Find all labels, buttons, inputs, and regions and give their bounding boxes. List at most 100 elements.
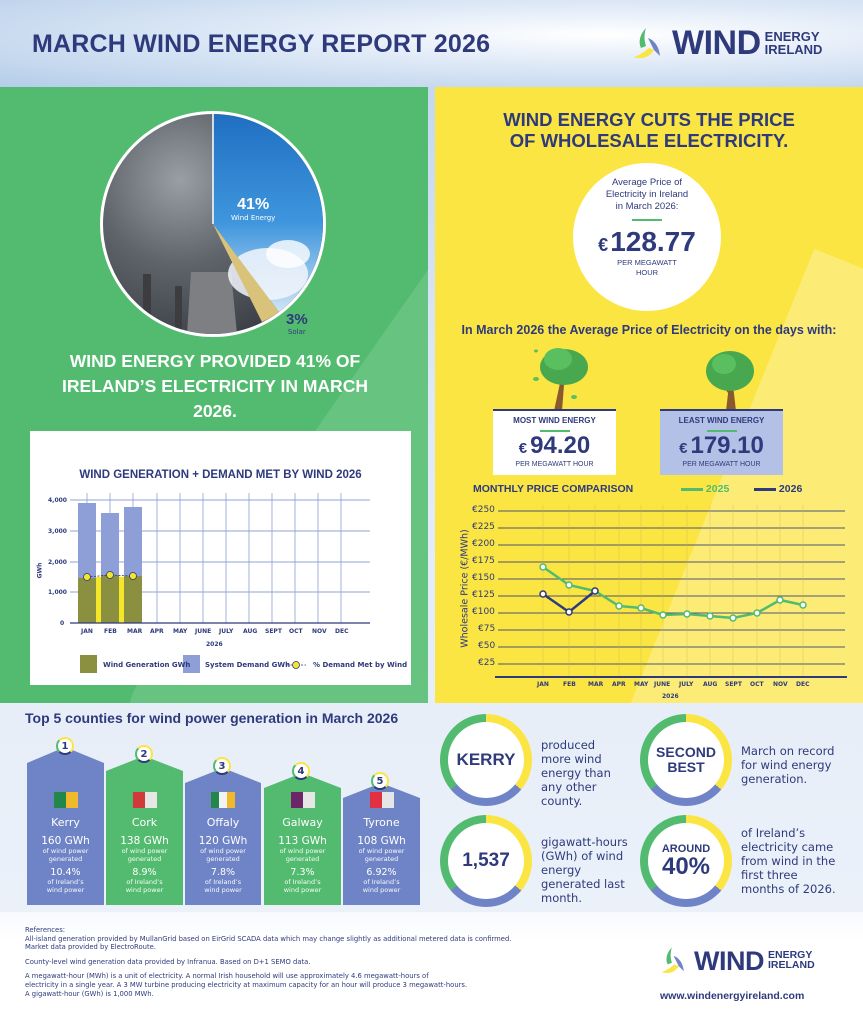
price-headline-line2: OF WHOLESALE ELECTRICITY. (509, 130, 789, 151)
least-wind-unit: PER MEGAWATT HOUR (682, 460, 761, 468)
price-y-tick: €100 (472, 607, 495, 617)
county-name: Tyrone (363, 816, 400, 829)
counties-title: Top 5 counties for wind power generation… (25, 710, 399, 726)
wind-energy-ireland-logo[interactable]: WIND ENERGY IRELAND (632, 24, 822, 63)
turbine-logo-icon (634, 27, 660, 58)
legend-2025-swatch (681, 487, 703, 491)
rank-badge-1: 1 (56, 737, 74, 755)
county-share-label: wind power (125, 886, 164, 894)
y-tick-3000: 3,000 (48, 528, 67, 535)
avg-unit-line2: HOUR (635, 268, 659, 277)
avg-label-line2: Electricity in Ireland (605, 189, 689, 200)
footer-logo[interactable]: WIND ENERGY IRELAND (660, 945, 815, 977)
fact-ring-second-best: SECOND BEST (640, 714, 732, 806)
county-share-label: of Ireland’s (284, 878, 321, 886)
x-tick: JAN (81, 628, 93, 635)
x-tick: OCT (289, 628, 303, 635)
county-columns (27, 747, 420, 905)
county-share: 6.92% (366, 867, 397, 878)
price-x-tick: FEB (563, 681, 576, 688)
solar-share-label: 3% Solar (286, 311, 308, 336)
wind-share-percent: 41% (237, 196, 270, 213)
rank-badge-5: 5 (371, 772, 389, 790)
fact-ring-text: KERRY (456, 750, 516, 769)
logo-subtitle: ENERGY IRELAND (764, 30, 823, 57)
divider (632, 219, 662, 221)
legend-2026-swatch (754, 487, 776, 491)
price-x-tick: NOV (773, 681, 788, 688)
least-wind-label: LEAST WIND ENERGY (678, 416, 765, 425)
county-card-galway: Galway 113 GWh of wind power generated 7… (264, 792, 341, 894)
county-share-label: wind power (283, 886, 322, 894)
price-chart-title: MONTHLY PRICE COMPARISON (473, 483, 634, 495)
x-tick: MAR (127, 628, 143, 635)
price-y-tick: €225 (472, 522, 495, 532)
x-tick: JULY (219, 628, 234, 635)
pie-segments (143, 114, 323, 334)
offaly-flag-icon (211, 792, 235, 808)
county-gen-label: of wind power (279, 847, 326, 855)
county-gen-label: generated (127, 855, 162, 863)
logo-wordmark: WIND (672, 24, 761, 62)
most-wind-price: €94.20 (493, 433, 616, 461)
legend-2026: 2026 (754, 483, 802, 495)
reference-line: Market data provided by ElectroRoute. (25, 943, 156, 952)
most-wind-unit: PER MEGAWATT HOUR (515, 460, 594, 468)
price-x-tick: JUNE (654, 681, 671, 688)
legend-2025: 2025 (681, 483, 729, 495)
windy-tree-icon (533, 348, 588, 411)
x-tick: APR (150, 628, 164, 635)
county-share: 7.3% (290, 867, 315, 878)
solar-share-caption: Solar (287, 328, 306, 336)
divider (539, 430, 570, 432)
fact-ring-text: 1,537 (462, 850, 510, 871)
county-share-label: of Ireland’s (47, 878, 84, 886)
county-share-label: wind power (204, 886, 242, 894)
county-card-offaly: Offaly 120 GWh of wind power generated 7… (185, 792, 261, 894)
website-link[interactable]: www.windenergyireland.com (660, 990, 805, 1002)
chart-title: WIND GENERATION + DEMAND MET BY WIND 202… (79, 469, 362, 481)
fact-ring-kerry: KERRY (440, 714, 532, 806)
fact-ring-around-40: AROUND 40% (640, 815, 732, 907)
legend-2025-label: 2025 (705, 483, 730, 495)
county-card-cork: Cork 138 GWh of wind power generated 8.9… (106, 792, 183, 894)
wind-share-caption: Wind Energy (231, 214, 276, 222)
county-gwh: 138 GWh (120, 835, 169, 847)
x-tick: MAY (173, 628, 188, 635)
average-price-value: €128.77 (573, 226, 721, 258)
header-banner (0, 0, 863, 87)
legend-2026-label: 2026 (778, 483, 803, 495)
county-gen-label: of wind power (42, 847, 89, 855)
x-tick: AUG (243, 628, 258, 635)
average-price-unit: PER MEGAWATT HOUR (573, 258, 721, 278)
average-price-circle: Average Price of Electricity in Ireland … (573, 163, 721, 311)
county-share-label: of Ireland’s (363, 878, 400, 886)
logo-sub-line2: IRELAND (764, 41, 823, 57)
county-gwh: 160 GWh (41, 835, 90, 847)
least-wind-card: LEAST WIND ENERGY €179.10 PER MEGAWATT H… (660, 409, 783, 475)
x-tick: NOV (312, 628, 327, 635)
price-x-axis-label: 2026 (662, 693, 679, 700)
price-x-tick: DEC (796, 681, 810, 688)
county-gen-label: generated (48, 855, 83, 863)
price-x-tick: AUG (703, 681, 718, 688)
avg-label-line1: Average Price of (611, 177, 683, 188)
cork-flag-icon (132, 792, 157, 808)
price-x-tick: OCT (750, 681, 764, 688)
kerry-flag-icon (53, 792, 78, 808)
county-card-tyrone: Tyrone 108 GWh of wind power generated 6… (343, 792, 420, 894)
rank-badge-3: 3 (213, 757, 231, 775)
reference-line: All-island generation provided by Mullan… (25, 934, 512, 943)
y-tick-4000: 4,000 (48, 497, 67, 504)
price-line-chart (495, 505, 847, 678)
county-name: Galway (282, 816, 323, 829)
price-x-tick: JULY (679, 681, 694, 688)
county-gen-label: of wind power (121, 847, 168, 855)
price-x-tick: SEPT (725, 681, 742, 688)
x-tick: DEC (335, 628, 349, 635)
county-gen-label: of wind power (200, 847, 246, 855)
logo-sub-line2: IRELAND (767, 959, 815, 971)
solar-share-percent: 3% (286, 311, 308, 328)
divider (706, 430, 737, 432)
price-y-tick: €175 (472, 556, 495, 566)
